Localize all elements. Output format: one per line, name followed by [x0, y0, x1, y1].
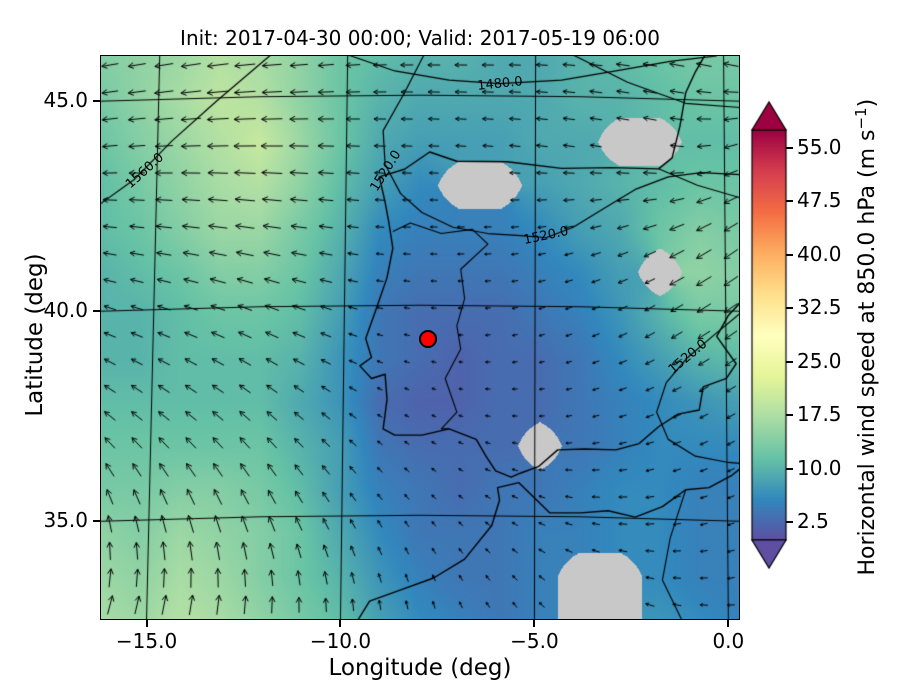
- colorbar-tick-mark: [786, 521, 793, 524]
- x-tick-label: −5.0: [510, 629, 559, 653]
- colorbar-tick-label: 25.0: [797, 348, 842, 373]
- colorbar-tick-mark: [786, 253, 793, 256]
- y-tick-mark: [93, 310, 100, 313]
- y-tick-label: 45.0: [43, 88, 88, 113]
- y-axis-label: Latitude (deg): [22, 253, 48, 417]
- y-tick-label: 35.0: [43, 508, 88, 533]
- station-marker: [418, 329, 437, 348]
- colorbar-tick-mark: [786, 414, 793, 417]
- colorbar-tick-label: 17.5: [797, 402, 842, 427]
- colorbar-canvas: [750, 96, 788, 576]
- colorbar-tick-label: 32.5: [797, 295, 842, 320]
- x-tick-label: 0.0: [712, 629, 745, 653]
- x-axis-label: Longitude (deg): [328, 655, 512, 681]
- colorbar-tick-mark: [786, 467, 793, 470]
- colorbar-tick-label: 2.5: [797, 509, 829, 534]
- colorbar-tick-mark: [786, 360, 793, 363]
- x-tick-mark: [145, 620, 148, 627]
- x-tick-mark: [727, 620, 730, 627]
- y-tick-mark: [93, 520, 100, 523]
- colorbar-tick-label: 47.5: [797, 188, 842, 213]
- x-tick-label: −15.0: [115, 629, 178, 653]
- colorbar-tick-label: 10.0: [797, 455, 842, 480]
- x-tick-mark: [533, 620, 536, 627]
- x-tick-label: −10.0: [309, 629, 372, 653]
- colorbar-tick-mark: [786, 200, 793, 203]
- y-tick-mark: [93, 100, 100, 103]
- colorbar-tick-mark: [786, 146, 793, 149]
- colorbar-tick-mark: [786, 307, 793, 310]
- y-tick-label: 40.0: [43, 298, 88, 323]
- colorbar-tick-label: 40.0: [797, 241, 842, 266]
- colorbar-label-exponent: −1: [851, 107, 870, 130]
- colorbar-label-close: ): [855, 98, 881, 108]
- colorbar-label-text: Horizontal wind speed at 850.0 hPa (m s: [855, 129, 881, 576]
- colorbar-label: Horizontal wind speed at 850.0 hPa (m s−…: [852, 17, 880, 657]
- x-tick-mark: [339, 620, 342, 627]
- plot-title: Init: 2017-04-30 00:00; Valid: 2017-05-1…: [180, 26, 660, 50]
- colorbar-tick-label: 55.0: [797, 134, 842, 159]
